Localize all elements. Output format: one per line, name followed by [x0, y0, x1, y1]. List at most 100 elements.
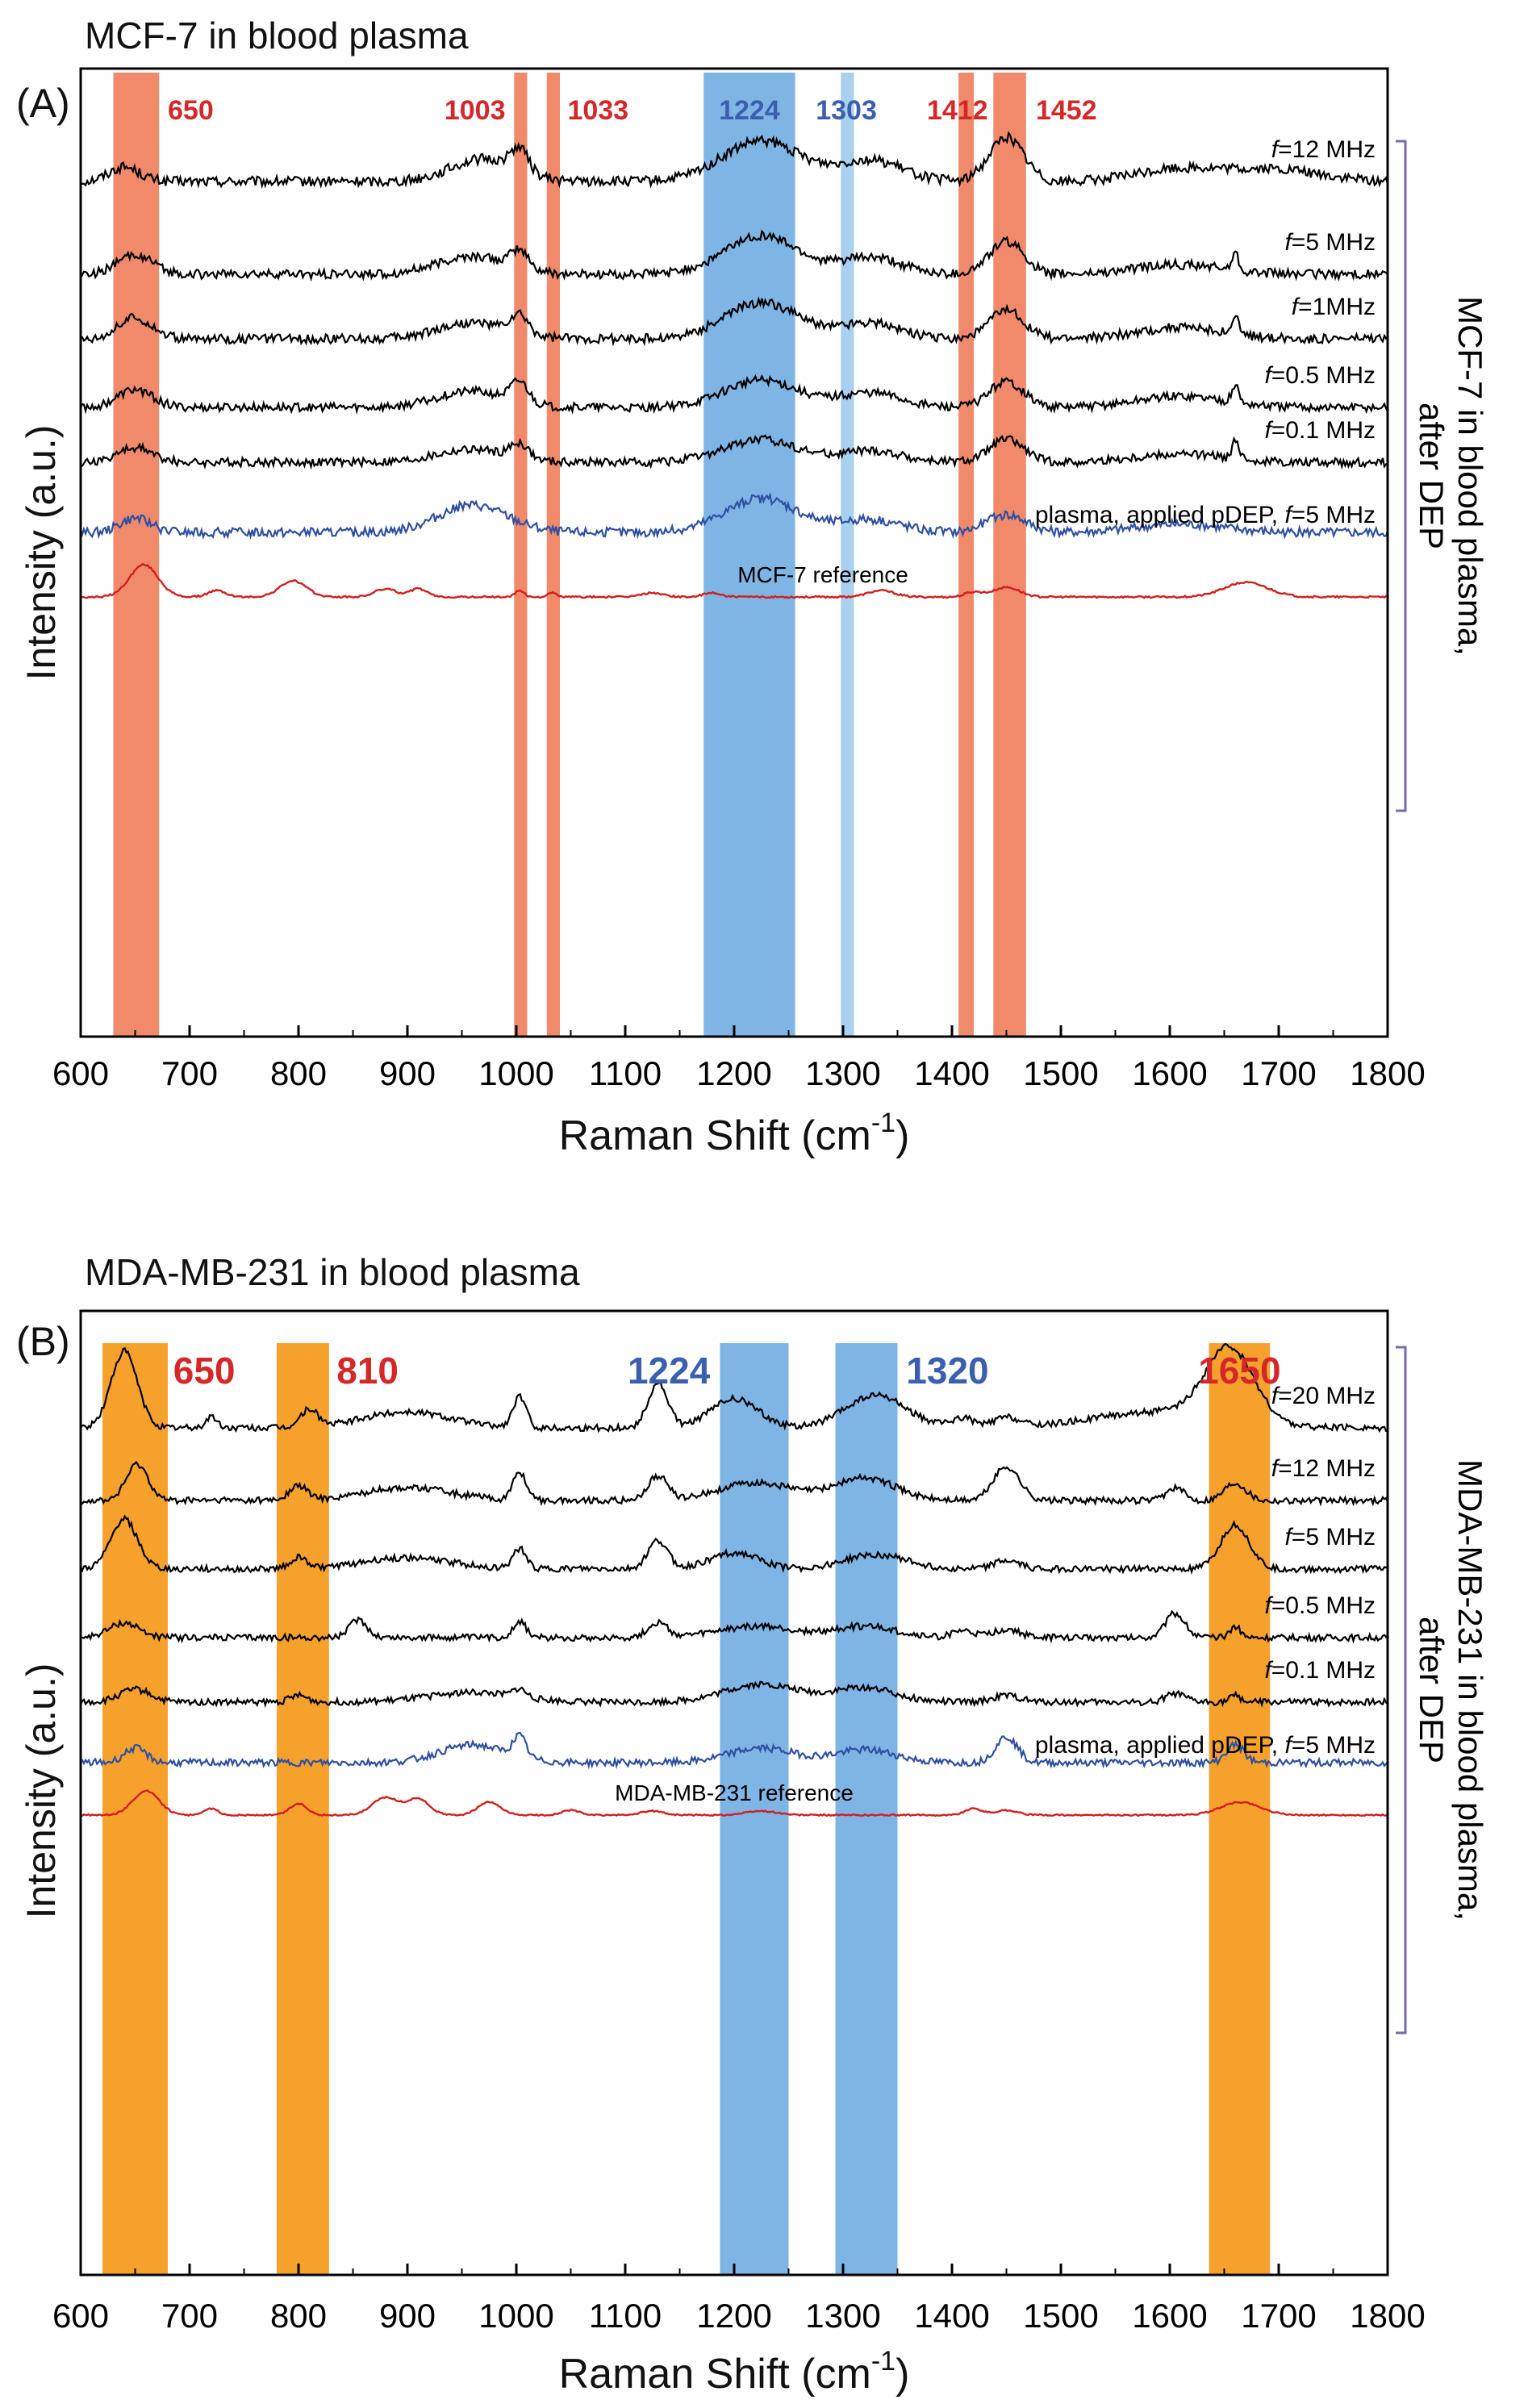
band-1452 — [993, 73, 1026, 1037]
x-tick-label-1800: 1800 — [1350, 2297, 1425, 2335]
trace-6 — [81, 562, 1388, 599]
band-1224 — [720, 1343, 789, 2275]
band-label-1224: 1224 — [719, 95, 780, 126]
x-tick-label-1700: 1700 — [1241, 1054, 1316, 1092]
panel-b-label: (B) — [16, 1319, 70, 1364]
x-tick-label-1600: 1600 — [1132, 2297, 1207, 2335]
series-label-6: MDA-MB-231 reference — [615, 1780, 854, 1805]
trace-3 — [80, 1609, 1388, 1644]
x-tick-label-1500: 1500 — [1023, 2297, 1098, 2335]
panel-a-label: (A) — [16, 81, 70, 126]
series-label-3: f=0.5 MHz — [1264, 1592, 1376, 1619]
x-tick-label-1000: 1000 — [478, 1054, 553, 1092]
x-tick-label-1200: 1200 — [696, 2297, 771, 2335]
panel-b-x-axis-sup: -1 — [871, 2346, 896, 2377]
panel-b-traces — [79, 1342, 1388, 1817]
x-tick-label-1100: 1100 — [589, 2297, 662, 2335]
trace-2 — [80, 1514, 1388, 1575]
x-tick-label-1400: 1400 — [914, 1054, 989, 1092]
series-label-5: plasma, applied pDEP, f=5 MHz — [1035, 502, 1376, 528]
panel-a-x-ticks: 600 700 800 900 1000 1100 1200 1300 1400 1500 1600… — [52, 1025, 1426, 1092]
panel-a-x-axis-close: ) — [896, 1112, 909, 1159]
series-label-1: f=5 MHz — [1284, 229, 1376, 256]
trace-3 — [79, 374, 1388, 415]
x-tick-label-1000: 1000 — [478, 2297, 553, 2335]
bracket-line — [1396, 1346, 1407, 2034]
band-1320 — [835, 1343, 898, 2275]
band-label-810: 810 — [336, 1350, 399, 1392]
trace-5 — [80, 1731, 1388, 1770]
bracket-label-line1: MCF-7 in blood plasma, — [1451, 296, 1489, 656]
series-label-6: MCF-7 reference — [737, 562, 908, 587]
trace-4 — [80, 434, 1388, 470]
panel-b-x-ticks: 600 700 800 900 1000 1100 1200 1300 1400 1500 1600… — [52, 2264, 1426, 2335]
x-tick-label-700: 700 — [161, 1054, 218, 1092]
series-label-4: f=0.1 MHz — [1264, 417, 1376, 444]
x-tick-label-600: 600 — [52, 1054, 109, 1092]
band-label-1452: 1452 — [1036, 95, 1097, 126]
panel-b-title: MDA-MB-231 in blood plasma — [85, 1251, 580, 1293]
band-label-1033: 1033 — [567, 95, 628, 126]
series-label-2: f=1MHz — [1292, 294, 1376, 320]
x-tick-label-1200: 1200 — [696, 1054, 771, 1092]
band-label-650: 650 — [173, 1350, 236, 1392]
series-label-0: f=20 MHz — [1271, 1383, 1376, 1409]
bracket-line — [1396, 140, 1407, 812]
trace-4 — [79, 1680, 1388, 1709]
panel-a-title: MCF-7 in blood plasma — [85, 15, 469, 56]
band-label-1650: 1650 — [1198, 1350, 1280, 1392]
trace-0 — [80, 1342, 1388, 1434]
panel-b-x-axis-label: Raman Shift (cm-1) — [559, 2346, 910, 2398]
band-label-1003: 1003 — [445, 95, 506, 126]
x-tick-label-900: 900 — [379, 1054, 436, 1092]
panel-a-x-axis-text: Raman Shift (cm — [559, 1112, 871, 1159]
series-label-1: f=12 MHz — [1271, 1455, 1376, 1482]
panel-b-x-axis-text: Raman Shift (cm — [559, 2351, 871, 2398]
panel-b-bands — [102, 1343, 1271, 2275]
bracket-label-line1: MDA-MB-231 in blood plasma, — [1451, 1459, 1489, 1921]
series-label-5: plasma, applied pDEP, f=5 MHz — [1035, 1732, 1376, 1759]
band-1412 — [958, 73, 974, 1037]
band-label-650: 650 — [168, 95, 214, 126]
x-tick-label-1600: 1600 — [1132, 1054, 1207, 1092]
panel-a-x-axis-sup: -1 — [871, 1108, 896, 1138]
x-tick-label-1800: 1800 — [1350, 1054, 1425, 1092]
panel-a-bracket: MCF-7 in blood plasma,after DEP — [1396, 140, 1489, 812]
trace-1 — [80, 1460, 1388, 1507]
band-810 — [277, 1343, 329, 2275]
x-tick-label-700: 700 — [161, 2297, 218, 2335]
x-tick-label-1100: 1100 — [589, 1054, 662, 1092]
trace-1 — [80, 229, 1388, 282]
band-1033 — [546, 73, 560, 1037]
panel-a-y-axis-label: Intensity (a.u.) — [19, 425, 64, 681]
panel-a-bands — [113, 73, 1026, 1037]
x-tick-label-600: 600 — [52, 2297, 109, 2335]
trace-5 — [79, 492, 1389, 540]
x-tick-label-800: 800 — [270, 2297, 327, 2335]
bracket-label-line2: after DEP — [1413, 403, 1451, 549]
band-1003 — [514, 73, 528, 1037]
series-label-2: f=5 MHz — [1284, 1524, 1376, 1550]
x-tick-label-900: 900 — [379, 2297, 436, 2335]
trace-0 — [80, 131, 1389, 190]
panel-b-y-axis-label: Intensity (a.u.) — [19, 1663, 64, 1919]
x-tick-label-1400: 1400 — [914, 2297, 989, 2335]
panel-a-traces — [79, 131, 1389, 599]
x-tick-label-1300: 1300 — [805, 2297, 880, 2335]
panel-a: 600 700 800 900 1000 1100 1200 1300 1400 1500 1600… — [16, 15, 1489, 1159]
series-label-3: f=0.5 MHz — [1264, 362, 1376, 389]
band-label-1412: 1412 — [927, 95, 988, 126]
x-tick-label-800: 800 — [270, 1054, 327, 1092]
band-650 — [113, 73, 160, 1037]
bracket-label-line2: after DEP — [1413, 1617, 1451, 1763]
band-1224 — [703, 73, 795, 1037]
panel-b: 600 700 800 900 1000 1100 1200 1300 1400 1500 1600… — [16, 1251, 1489, 2398]
series-label-0: f=12 MHz — [1271, 136, 1376, 163]
band-label-1224: 1224 — [628, 1350, 711, 1392]
panel-a-x-axis-label: Raman Shift (cm-1) — [559, 1108, 910, 1159]
band-label-1320: 1320 — [906, 1350, 988, 1392]
trace-2 — [80, 296, 1388, 347]
band-label-1303: 1303 — [816, 95, 877, 126]
band-1303 — [841, 73, 854, 1037]
